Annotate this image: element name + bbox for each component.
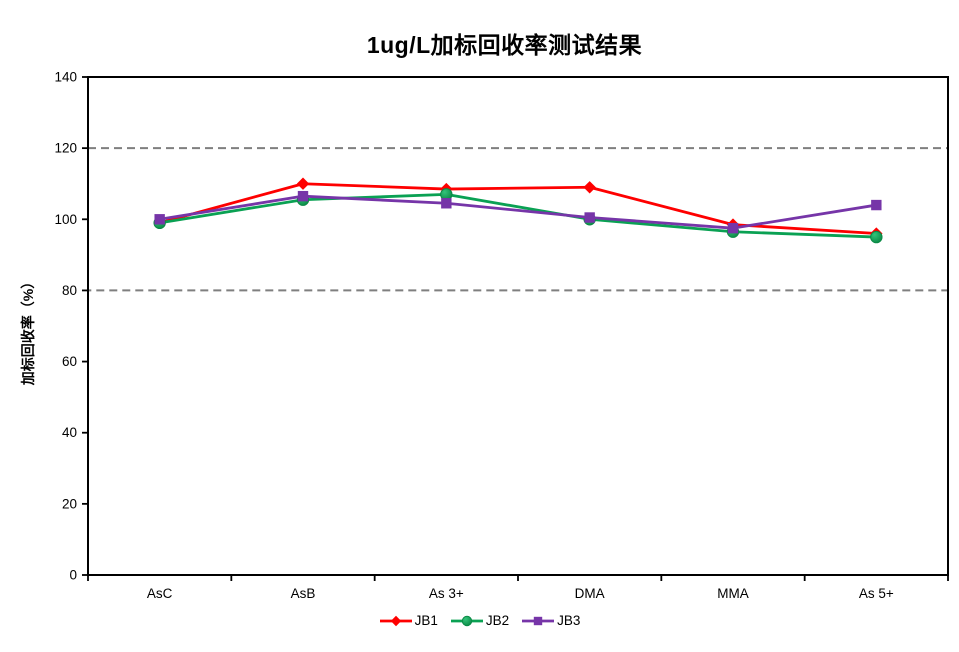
series-jb3-point-asc: [154, 214, 165, 225]
y-tick-label-20: 20: [62, 496, 77, 511]
series-jb3-line: [158, 194, 878, 230]
y-tick-label-60: 60: [62, 354, 77, 369]
y-tick-label-40: 40: [62, 425, 77, 440]
series-jb2-point-as-5: [870, 230, 883, 244]
x-category-label-dma: DMA: [575, 586, 605, 601]
legend-jb2-marker-shape: [461, 615, 473, 626]
legend-item-jb1: JB1: [379, 613, 438, 628]
y-tick-label-80: 80: [62, 283, 77, 298]
y-tick-label-140: 140: [54, 70, 77, 85]
plot-border: [87, 76, 949, 576]
reference-band-80-120: [87, 147, 949, 292]
series-jb1-point-dma: [583, 181, 596, 194]
x-category-label-mma: MMA: [717, 586, 749, 601]
legend-jb2-marker-icon: [450, 615, 483, 626]
x-category-label-asb: AsB: [291, 586, 316, 601]
x-category-label-asc: AsC: [147, 586, 173, 601]
legend-item-jb3: JB3: [521, 613, 580, 628]
series-jb2: [153, 188, 883, 244]
series-jb3-point-as-5: [871, 199, 882, 211]
y-tick-label-0: 0: [69, 568, 77, 583]
legend-jb1-marker-shape: [390, 615, 401, 626]
x-category-label-as-3: As 3+: [429, 586, 464, 601]
chart-legend: JB1 JB2 JB3: [0, 613, 959, 628]
legend-jb3-marker-shape: [533, 616, 543, 625]
series-jb1-point-asb: [296, 177, 310, 190]
series-jb2-line: [158, 192, 878, 239]
legend-label-jb3: JB3: [557, 613, 581, 628]
legend-jb3-marker-icon: [522, 616, 555, 625]
series-jb3-point-as-3: [441, 198, 452, 209]
chart-title: 1ug/L加标回收率测试结果: [366, 32, 643, 58]
legend-item-jb2: JB2: [450, 613, 509, 628]
series-jb1: [153, 177, 883, 240]
legend-label-jb2: JB2: [485, 613, 510, 628]
y-tick-label-120: 120: [54, 141, 77, 156]
series-jb3: [154, 190, 882, 234]
legend-label-jb1: JB1: [414, 613, 438, 628]
legend-jb1-marker-icon: [379, 615, 412, 626]
series-jb3-point-dma: [584, 212, 595, 223]
x-category-label-as-5: As 5+: [859, 586, 894, 601]
series-jb1-line: [158, 182, 878, 235]
series-jb3-point-mma: [727, 222, 739, 234]
y-tick-label-100: 100: [54, 212, 77, 227]
series-jb3-point-asb: [297, 190, 309, 202]
